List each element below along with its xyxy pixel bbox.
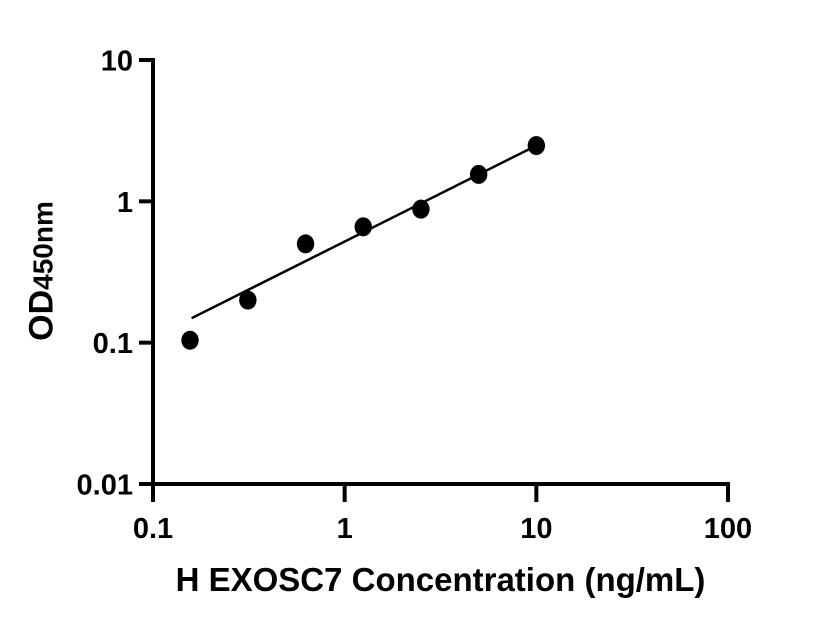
data-point (354, 217, 372, 237)
x-axis-title: H EXOSC7 Concentration (ng/mL) (176, 561, 706, 598)
x-tick-label: 100 (704, 513, 752, 545)
y-tick-label: 0.01 (77, 469, 133, 501)
data-point (527, 136, 546, 156)
data-point (181, 330, 199, 350)
y-tick-label: 10 (101, 45, 133, 77)
y-tick-label: 0.1 (93, 328, 133, 360)
y-tick-label: 1 (117, 187, 133, 219)
x-tick-label: 1 (337, 513, 353, 545)
x-tick-label: 0.1 (133, 513, 173, 545)
y-axis-title-sub: 450nm (28, 201, 59, 290)
y-axis-title: OD450nm (23, 201, 61, 341)
x-tick-label: 10 (520, 513, 552, 545)
data-point (412, 199, 430, 219)
data-point (469, 164, 488, 184)
data-point (239, 290, 257, 310)
data-point (296, 234, 315, 254)
y-axis-title-main: OD (23, 290, 61, 341)
